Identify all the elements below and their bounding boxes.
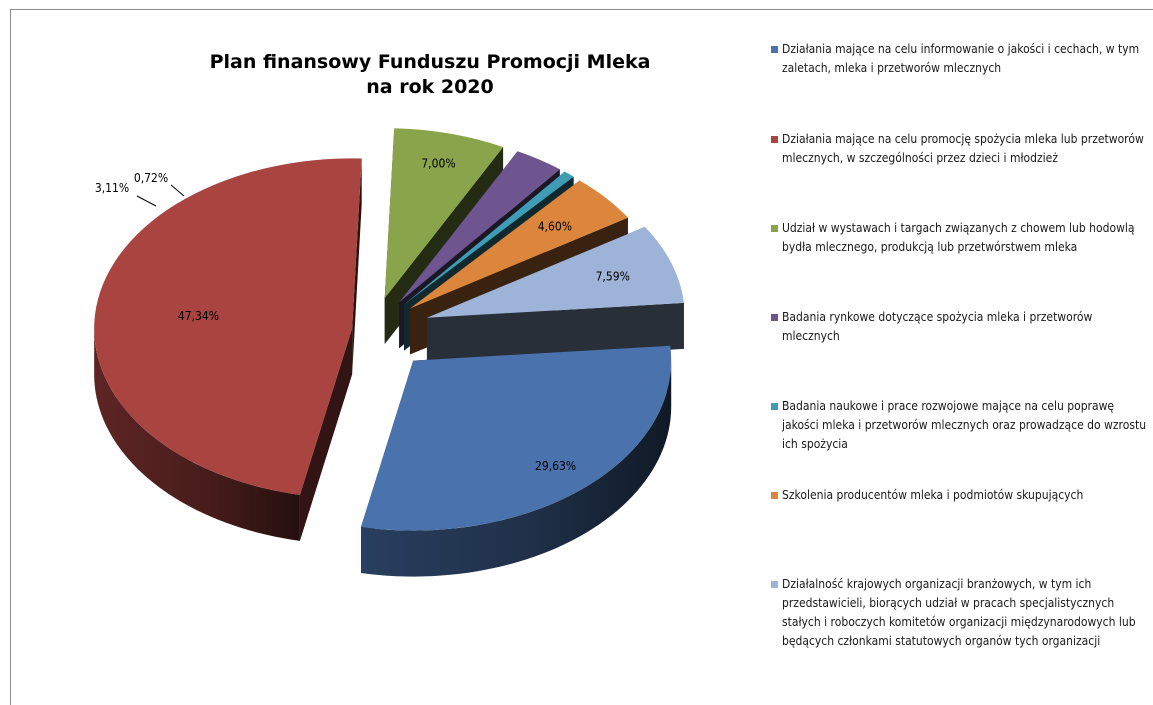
legend-item-3: Udział w wystawach i targach związanych … (771, 219, 1151, 257)
legend-swatch-4 (771, 314, 778, 321)
legend-swatch-6 (771, 492, 778, 499)
data-label-4: 3,11% (95, 181, 129, 195)
legend-item-1: Działania mające na celu informowanie o … (771, 40, 1151, 78)
data-label-3: 7,00% (421, 156, 455, 170)
slice-6-top (409, 180, 628, 309)
slice-2-top (94, 158, 362, 495)
slice-7-top (426, 226, 684, 318)
data-label-1: 29,63% (535, 459, 576, 473)
legend-label-4: Badania rynkowe dotyczące spożycia mleka… (782, 310, 1093, 343)
chart-title: Plan finansowy Funduszu Promocji Mleka n… (170, 50, 690, 100)
data-label-7: 7,59% (596, 269, 630, 283)
leader-line-5 (170, 184, 185, 197)
legend-label-5: Badania naukowe i prace rozwojowe mające… (782, 399, 1147, 451)
legend-swatch-3 (771, 225, 778, 232)
legend-label-2: Działania mające na celu promocję spożyc… (782, 132, 1144, 165)
legend-swatch-5 (771, 403, 778, 410)
legend-label-3: Udział w wystawach i targach związanych … (782, 221, 1135, 254)
legend-label-1: Działania mające na celu informowanie o … (782, 42, 1140, 75)
legend-label-7: Działalność krajowych organizacji branżo… (782, 577, 1136, 648)
chart-title-line-1: Plan finansowy Funduszu Promocji Mleka (209, 51, 651, 73)
data-label-5: 0,72% (134, 171, 168, 185)
slice-3-top (384, 128, 504, 299)
data-label-6: 4,60% (538, 220, 572, 234)
chart-title-line-2: na rok 2020 (366, 76, 494, 98)
slice-2-side (94, 328, 300, 541)
legend-label-6: Szkolenia producentów mleka i podmiotów … (782, 488, 1084, 502)
legend-item-4: Badania rynkowe dotyczące spożycia mleka… (771, 308, 1151, 346)
legend-item-6: Szkolenia producentów mleka i podmiotów … (771, 486, 1151, 505)
legend-item-2: Działania mające na celu promocję spożyc… (771, 130, 1151, 168)
slice-5-top (404, 171, 574, 305)
legend-swatch-7 (771, 581, 778, 588)
chart-frame (10, 9, 1153, 705)
slice-1-top (360, 345, 672, 531)
legend-item-5: Badania naukowe i prace rozwojowe mające… (771, 397, 1151, 454)
leader-line-4 (136, 195, 157, 207)
legend-swatch-2 (771, 136, 778, 143)
data-label-2: 47,34% (178, 309, 219, 323)
pie-slice-2 (94, 158, 362, 541)
pie-slice-7 (426, 226, 684, 364)
slice-2-cut-face-1 (299, 328, 353, 541)
slice-2-cut-face-2 (352, 158, 362, 375)
slice-1-side (360, 360, 672, 577)
legend-item-7: Działalność krajowych organizacji branżo… (771, 575, 1151, 651)
legend-swatch-1 (771, 46, 778, 53)
slice-7-cut-face-2 (426, 302, 684, 364)
pie-slice-1 (360, 345, 672, 577)
slice-4-top (399, 151, 560, 303)
